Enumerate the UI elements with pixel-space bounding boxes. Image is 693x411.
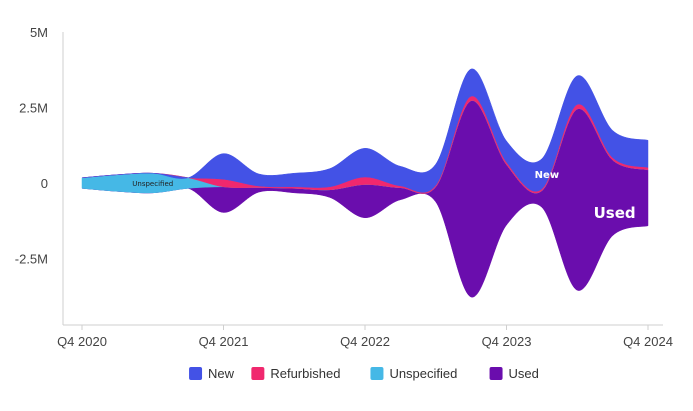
x-tick-label: Q4 2024 bbox=[623, 334, 673, 349]
x-tick-label: Q4 2022 bbox=[340, 334, 390, 349]
x-tick-label: Q4 2021 bbox=[199, 334, 249, 349]
legend-label: Unspecified bbox=[389, 366, 457, 381]
x-tick-label: Q4 2023 bbox=[482, 334, 532, 349]
legend-swatch bbox=[189, 367, 203, 380]
annotation-unspecified: Unspecified bbox=[132, 180, 173, 188]
legend-item-unspecified[interactable]: Unspecified bbox=[370, 366, 457, 381]
x-tick-label: Q4 2020 bbox=[57, 334, 107, 349]
area-new[interactable] bbox=[81, 68, 649, 193]
legend-swatch bbox=[251, 367, 265, 380]
legend-label: Used bbox=[509, 366, 539, 381]
area-annotations: Unspecified New Used bbox=[132, 170, 635, 222]
legend-item-used[interactable]: Used bbox=[489, 366, 539, 381]
legend-item-refurbished[interactable]: Refurbished bbox=[251, 366, 340, 381]
legend-swatch bbox=[489, 367, 503, 380]
legend-item-new[interactable]: New bbox=[189, 366, 235, 381]
legend-label: Refurbished bbox=[270, 366, 340, 381]
y-axis-ticks: 5M 2.5M 0 -2.5M bbox=[15, 25, 48, 267]
y-tick-label: 2.5M bbox=[19, 101, 48, 116]
areas-layer bbox=[81, 68, 649, 298]
legend-label: New bbox=[208, 366, 235, 381]
legend[interactable]: New Refurbished Unspecified Used bbox=[189, 366, 539, 381]
annotation-used: Used bbox=[594, 204, 636, 222]
y-tick-label: 5M bbox=[30, 25, 48, 40]
annotation-new: New bbox=[535, 170, 559, 181]
y-tick-label: 0 bbox=[41, 176, 48, 191]
legend-swatch bbox=[370, 367, 384, 380]
x-axis-ticks: Q4 2020 Q4 2021 Q4 2022 Q4 2023 Q4 2024 bbox=[57, 325, 673, 349]
y-tick-label: -2.5M bbox=[15, 252, 48, 267]
